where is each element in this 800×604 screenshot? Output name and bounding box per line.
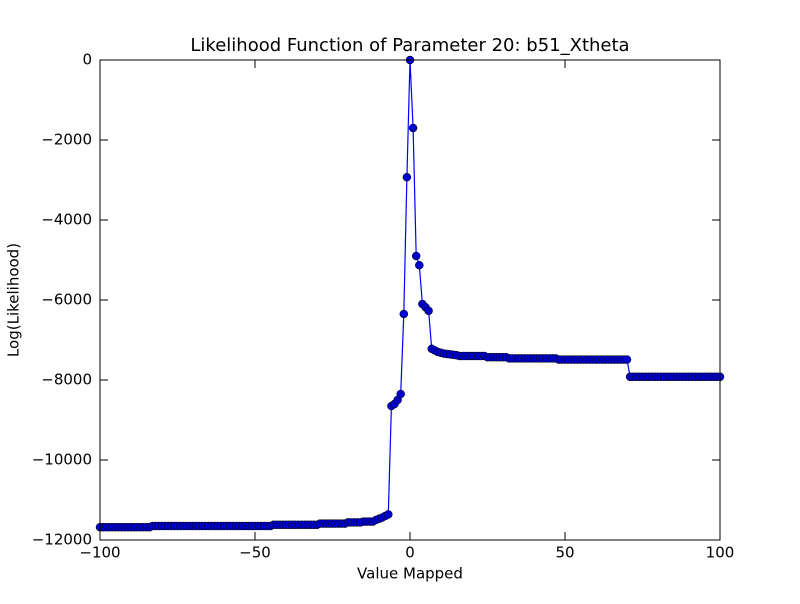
y-tick-label: 0 (82, 51, 92, 69)
x-tick-label: −100 (79, 544, 120, 562)
y-tick-label: −12000 (32, 531, 92, 549)
y-tick-label: −4000 (41, 211, 92, 229)
marker (396, 389, 405, 399)
marker (415, 260, 424, 270)
marker (399, 309, 409, 319)
x-tick-label: 100 (706, 544, 735, 562)
chart-title: Likelihood Function of Parameter 20: b51… (190, 35, 629, 56)
plot-frame (99, 59, 721, 541)
marker (402, 172, 412, 182)
x-axis-label: Value Mapped (357, 565, 463, 583)
marker (384, 510, 393, 519)
x-tick-label: 0 (405, 544, 415, 562)
marker (408, 123, 418, 133)
y-tick-label: −2000 (41, 131, 92, 149)
marker (411, 251, 421, 261)
x-tick-label: 50 (555, 544, 574, 562)
x-tick-label: −50 (239, 544, 271, 562)
marker (622, 355, 632, 364)
y-tick-label: −6000 (41, 291, 92, 309)
marker (424, 306, 433, 316)
y-tick-label: −8000 (41, 371, 92, 389)
y-axis-label: Log(Likelihood) (5, 243, 23, 357)
y-tick-label: −10000 (32, 451, 92, 469)
